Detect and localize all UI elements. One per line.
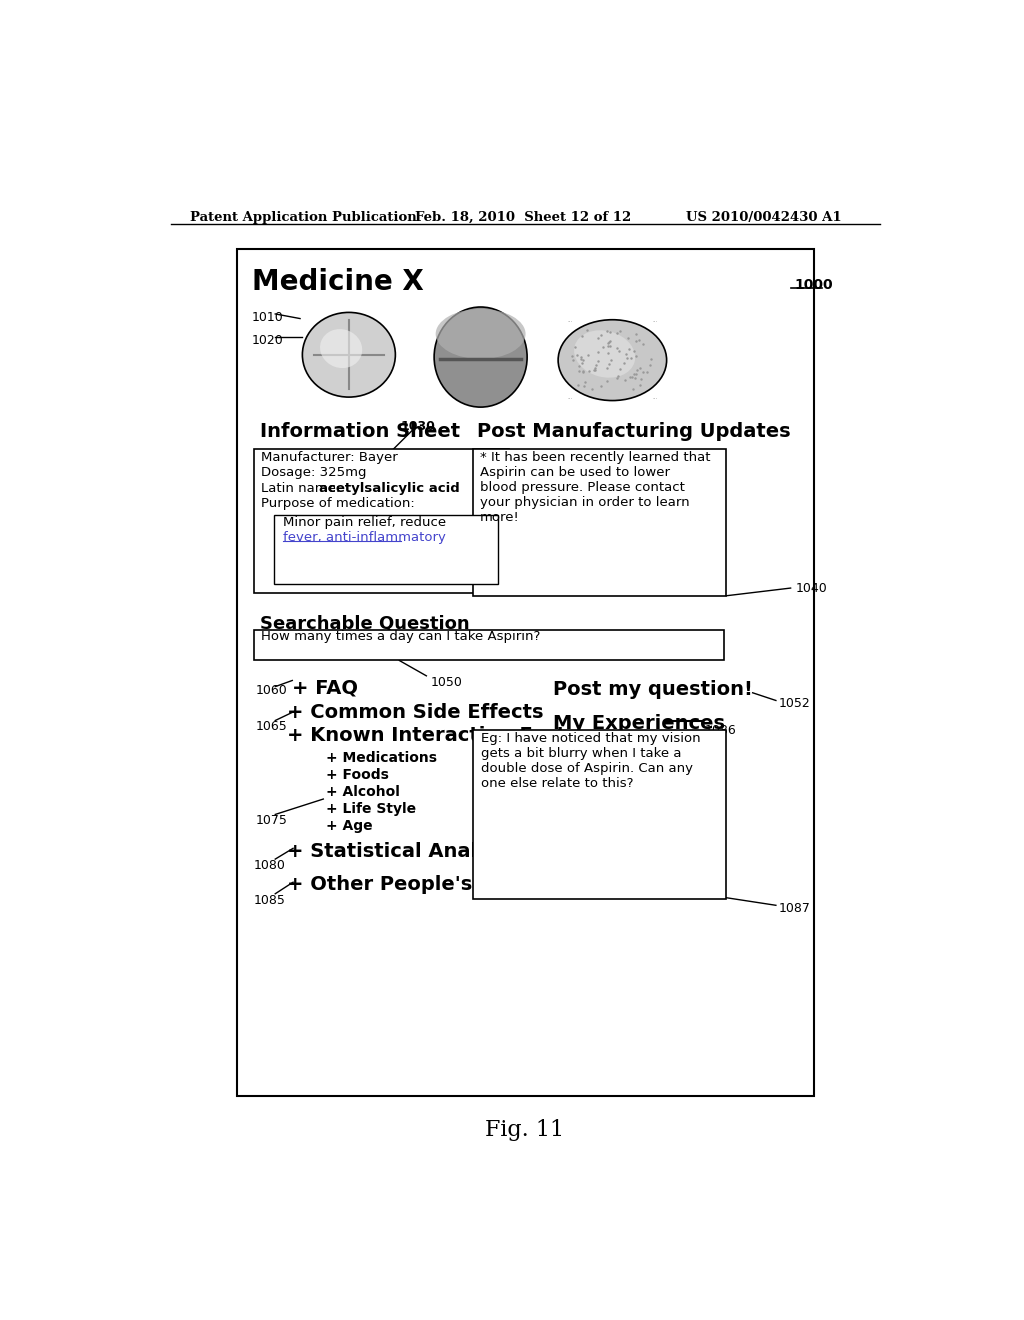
Text: ...: ...	[567, 395, 572, 400]
Text: 1000: 1000	[795, 277, 834, 292]
Text: ...: ...	[652, 318, 657, 323]
Text: 1087: 1087	[779, 903, 811, 915]
Text: 1020: 1020	[252, 334, 284, 347]
FancyBboxPatch shape	[473, 730, 726, 899]
Text: Searchable Question: Searchable Question	[260, 614, 469, 632]
Text: 1030: 1030	[400, 420, 435, 433]
FancyBboxPatch shape	[237, 249, 814, 1096]
Text: My Experiences: My Experiences	[553, 714, 725, 734]
Text: 1010: 1010	[252, 312, 284, 323]
Text: fever, anti-inflammatory: fever, anti-inflammatory	[283, 531, 445, 544]
Text: + Statistical Analysis Reports: + Statistical Analysis Reports	[287, 842, 612, 861]
Ellipse shape	[435, 309, 525, 359]
Text: 1080: 1080	[254, 859, 286, 873]
Text: ...: ...	[567, 318, 572, 323]
Text: Feb. 18, 2010  Sheet 12 of 12: Feb. 18, 2010 Sheet 12 of 12	[415, 211, 631, 224]
Text: 1040: 1040	[796, 582, 827, 595]
Text: + Other People's Experiences: + Other People's Experiences	[287, 875, 612, 894]
Text: Minor pain relief, reduce: Minor pain relief, reduce	[283, 516, 446, 529]
Text: 1086: 1086	[705, 723, 736, 737]
Text: 1060: 1060	[256, 684, 288, 697]
FancyBboxPatch shape	[254, 449, 509, 594]
Text: + Life Style: + Life Style	[326, 803, 416, 816]
Text: Post my question!: Post my question!	[553, 681, 753, 700]
Ellipse shape	[434, 308, 527, 407]
Text: * It has been recently learned that
Aspirin can be used to lower
blood pressure.: * It has been recently learned that Aspi…	[480, 451, 711, 524]
Ellipse shape	[558, 319, 667, 400]
Text: + Known Interaction Factors: + Known Interaction Factors	[287, 726, 600, 744]
FancyBboxPatch shape	[254, 630, 724, 660]
Text: How many times a day can I take Aspirin?: How many times a day can I take Aspirin?	[261, 630, 541, 643]
Text: Eg: I have noticed that my vision
gets a bit blurry when I take a
double dose of: Eg: I have noticed that my vision gets a…	[480, 733, 700, 791]
Text: 1075: 1075	[256, 814, 288, 828]
Text: ...: ...	[652, 395, 657, 400]
Text: 1050: 1050	[430, 676, 462, 689]
Text: US 2010/0042430 A1: US 2010/0042430 A1	[686, 211, 842, 224]
Text: Latin name:: Latin name:	[261, 482, 345, 495]
Ellipse shape	[321, 329, 362, 368]
Text: Information Sheet: Information Sheet	[260, 422, 460, 441]
Text: + FAQ: + FAQ	[292, 678, 358, 698]
Text: Manufacturer: Bayer: Manufacturer: Bayer	[261, 451, 398, 465]
Text: + Common Side Effects: + Common Side Effects	[287, 702, 544, 722]
Text: Patent Application Publication: Patent Application Publication	[190, 211, 417, 224]
Text: Fig. 11: Fig. 11	[485, 1119, 564, 1142]
Text: 1085: 1085	[254, 894, 286, 907]
Text: + Foods: + Foods	[326, 768, 388, 783]
FancyBboxPatch shape	[273, 515, 499, 585]
Ellipse shape	[574, 330, 635, 378]
Text: 1065: 1065	[256, 721, 288, 734]
Text: + Age: + Age	[326, 818, 373, 833]
Text: 1052: 1052	[779, 697, 811, 710]
Text: acetylsalicylic acid: acetylsalicylic acid	[319, 482, 460, 495]
Text: Purpose of medication:: Purpose of medication:	[261, 498, 415, 511]
FancyBboxPatch shape	[473, 449, 726, 595]
Ellipse shape	[302, 313, 395, 397]
Text: + Medications: + Medications	[326, 751, 436, 766]
Text: Dosage: 325mg: Dosage: 325mg	[261, 466, 367, 479]
Text: Medicine X: Medicine X	[252, 268, 424, 296]
Text: Post Manufacturing Updates: Post Manufacturing Updates	[477, 422, 791, 441]
Text: + Alcohol: + Alcohol	[326, 785, 399, 799]
